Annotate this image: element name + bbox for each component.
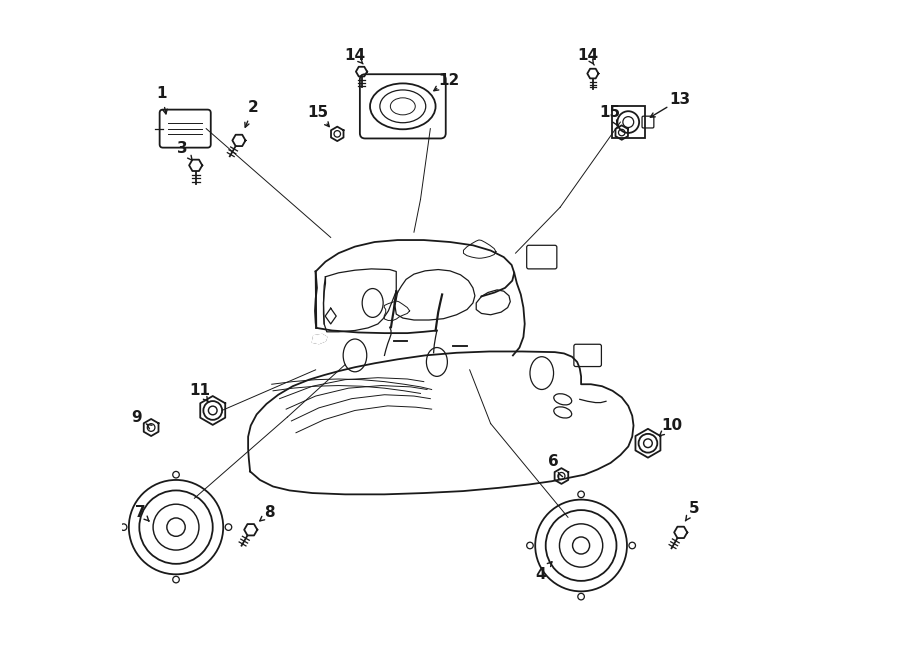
Text: 14: 14	[345, 48, 365, 63]
Text: 9: 9	[131, 410, 142, 424]
Text: 8: 8	[265, 505, 275, 520]
Text: 14: 14	[577, 48, 598, 63]
Text: 4: 4	[536, 567, 545, 582]
Text: 12: 12	[438, 73, 459, 88]
Text: 3: 3	[177, 141, 188, 156]
Text: 7: 7	[135, 505, 146, 520]
Text: 11: 11	[189, 383, 210, 399]
Text: 10: 10	[661, 418, 682, 433]
Text: 15: 15	[307, 105, 328, 120]
Text: 5: 5	[688, 501, 699, 516]
Polygon shape	[312, 334, 327, 344]
Text: 2: 2	[248, 100, 258, 115]
Text: 1: 1	[157, 86, 166, 100]
Text: 6: 6	[548, 454, 559, 469]
Text: 13: 13	[669, 93, 690, 107]
Text: 15: 15	[599, 105, 620, 120]
